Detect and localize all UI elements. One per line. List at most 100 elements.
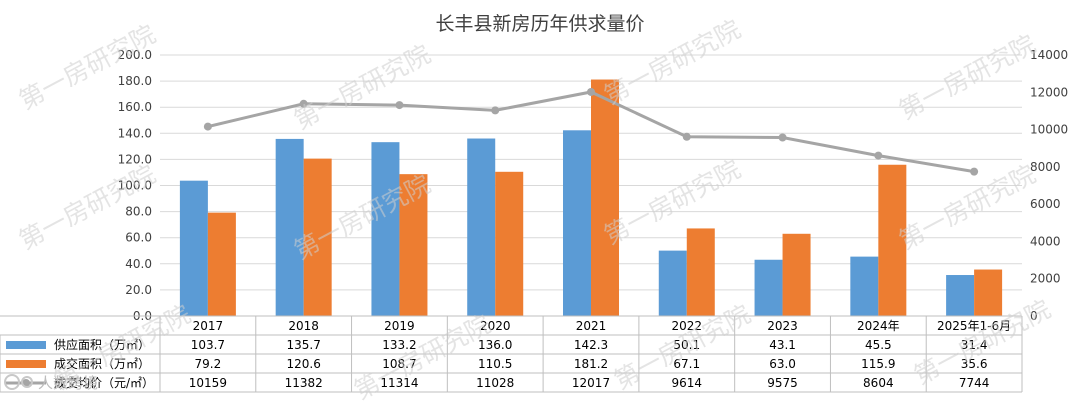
- y-left-tick-label: 40.0: [125, 257, 152, 271]
- bar-deal: [878, 164, 907, 316]
- bar-supply: [179, 180, 208, 316]
- table-cell: 35.6: [961, 357, 988, 371]
- bar-deal: [399, 174, 428, 316]
- brand-logo: 人数跨境: [4, 374, 98, 392]
- brand-icon: [4, 374, 20, 390]
- table-cell: 7744: [959, 376, 990, 390]
- data-table: 2017 2018 2019 2020 2021 2022 2023 2024年 2025年1-…: [0, 315, 1023, 393]
- y-right-tick-label: 6000: [1030, 197, 1061, 211]
- table-cell: 11314: [380, 376, 418, 390]
- bar-deal: [495, 171, 524, 316]
- bar-supply: [371, 142, 400, 316]
- table-cell: 12017: [572, 376, 610, 390]
- category-label: 2018: [288, 319, 319, 333]
- y-left-tick-label: 200.0: [118, 48, 152, 62]
- point-avg-price: [299, 99, 308, 108]
- y-right-tick-label: 8000: [1030, 160, 1061, 174]
- table-cell: 110.5: [478, 357, 512, 371]
- y-left-tick-label: 60.0: [125, 231, 152, 245]
- point-avg-price: [395, 101, 404, 110]
- category-label: 2025年1-6月: [937, 319, 1011, 333]
- point-avg-price: [491, 106, 500, 115]
- bar-supply: [563, 130, 591, 316]
- bar-supply: [754, 259, 783, 316]
- watermark-text: 第一房研究院: [289, 39, 435, 135]
- point-avg-price: [970, 167, 979, 176]
- table-cell: 115.9: [861, 357, 895, 371]
- brand-text: 人数跨境: [38, 374, 98, 392]
- y-left-tick-label: 80.0: [125, 205, 152, 219]
- category-label: 2021: [576, 319, 607, 333]
- point-avg-price: [874, 151, 883, 160]
- watermark-text: 第一房研究院: [894, 29, 1040, 125]
- y-right-tick-label: 10000: [1030, 123, 1068, 137]
- table-cell: 11382: [285, 376, 323, 390]
- table-cell: 79.2: [195, 357, 222, 371]
- bar-supply: [658, 250, 687, 316]
- category-label: 2024年: [857, 319, 900, 333]
- point-avg-price: [203, 122, 212, 131]
- chart-title: 长丰县新房历年供求量价: [435, 13, 644, 35]
- watermark-text: 第一房研究院: [349, 309, 495, 405]
- y-left-tick-label: 140.0: [118, 126, 152, 140]
- table-cell: 67.1: [673, 357, 700, 371]
- legend-label: 供应面积（万㎡）: [54, 337, 150, 352]
- table-cell: 133.2: [382, 338, 416, 352]
- table-cell: 9614: [672, 376, 703, 390]
- category-label: 2019: [384, 319, 415, 333]
- table-cell: 9575: [767, 376, 798, 390]
- y-right-tick-label: 12000: [1030, 85, 1068, 99]
- category-label: 2020: [480, 319, 511, 333]
- table-cell: 136.0: [478, 338, 512, 352]
- watermark-text: 第一房研究院: [894, 159, 1040, 255]
- bar-deal: [591, 79, 619, 316]
- bar-deal: [686, 228, 715, 316]
- table-cell: 50.1: [673, 338, 700, 352]
- y-right-tick-label: 0: [1030, 309, 1038, 323]
- point-avg-price: [587, 87, 595, 96]
- y-left-tick-label: 20.0: [125, 283, 152, 297]
- table-cell: 108.7: [382, 357, 416, 371]
- table-cell: 43.1: [769, 338, 796, 352]
- table-cell: 8604: [863, 376, 894, 390]
- category-label: 2023: [767, 319, 798, 333]
- table-cell: 45.5: [865, 338, 892, 352]
- y-right-tick-label: 2000: [1030, 272, 1061, 286]
- category-label: 2017: [193, 319, 224, 333]
- bar-deal: [782, 233, 811, 316]
- y-right-tick-label: 4000: [1030, 234, 1061, 248]
- table-cell: 31.4: [961, 338, 988, 352]
- bar-deal: [303, 158, 332, 316]
- bar-deal: [974, 269, 1003, 316]
- legend-key: [6, 360, 46, 368]
- bar-series: [179, 79, 1003, 316]
- legend-label: 成交均价（元/㎡）: [54, 375, 154, 390]
- right-axis-ticks: 0 2000 4000 6000 8000 10000 12000 14000: [1030, 48, 1068, 323]
- point-avg-price: [682, 132, 691, 141]
- table-cell: 63.0: [769, 357, 796, 371]
- bar-supply: [275, 138, 304, 316]
- brand-icon-dot: [21, 376, 33, 388]
- watermark-text: 第一房研究院: [599, 154, 745, 250]
- bar-supply: [467, 138, 496, 316]
- category-label: 2022: [672, 319, 703, 333]
- legend-key: [6, 341, 46, 349]
- bar-supply: [946, 275, 975, 316]
- table-cell: 103.7: [191, 338, 225, 352]
- table-cell: 135.7: [286, 338, 320, 352]
- y-left-tick-label: 100.0: [118, 179, 152, 193]
- y-left-tick-label: 120.0: [118, 152, 152, 166]
- point-avg-price: [778, 133, 787, 142]
- table-cell: 10159: [189, 376, 227, 390]
- legend-label: 成交面积（万㎡）: [54, 356, 150, 371]
- y-left-tick-label: 160.0: [118, 100, 152, 114]
- bar-supply: [850, 256, 879, 316]
- table-cell: 120.6: [286, 357, 320, 371]
- bar-deal: [207, 212, 236, 316]
- line-series: [203, 87, 979, 176]
- table-cell: 142.3: [574, 338, 608, 352]
- y-right-tick-label: 14000: [1030, 48, 1068, 62]
- table-cell: 181.2: [574, 357, 608, 371]
